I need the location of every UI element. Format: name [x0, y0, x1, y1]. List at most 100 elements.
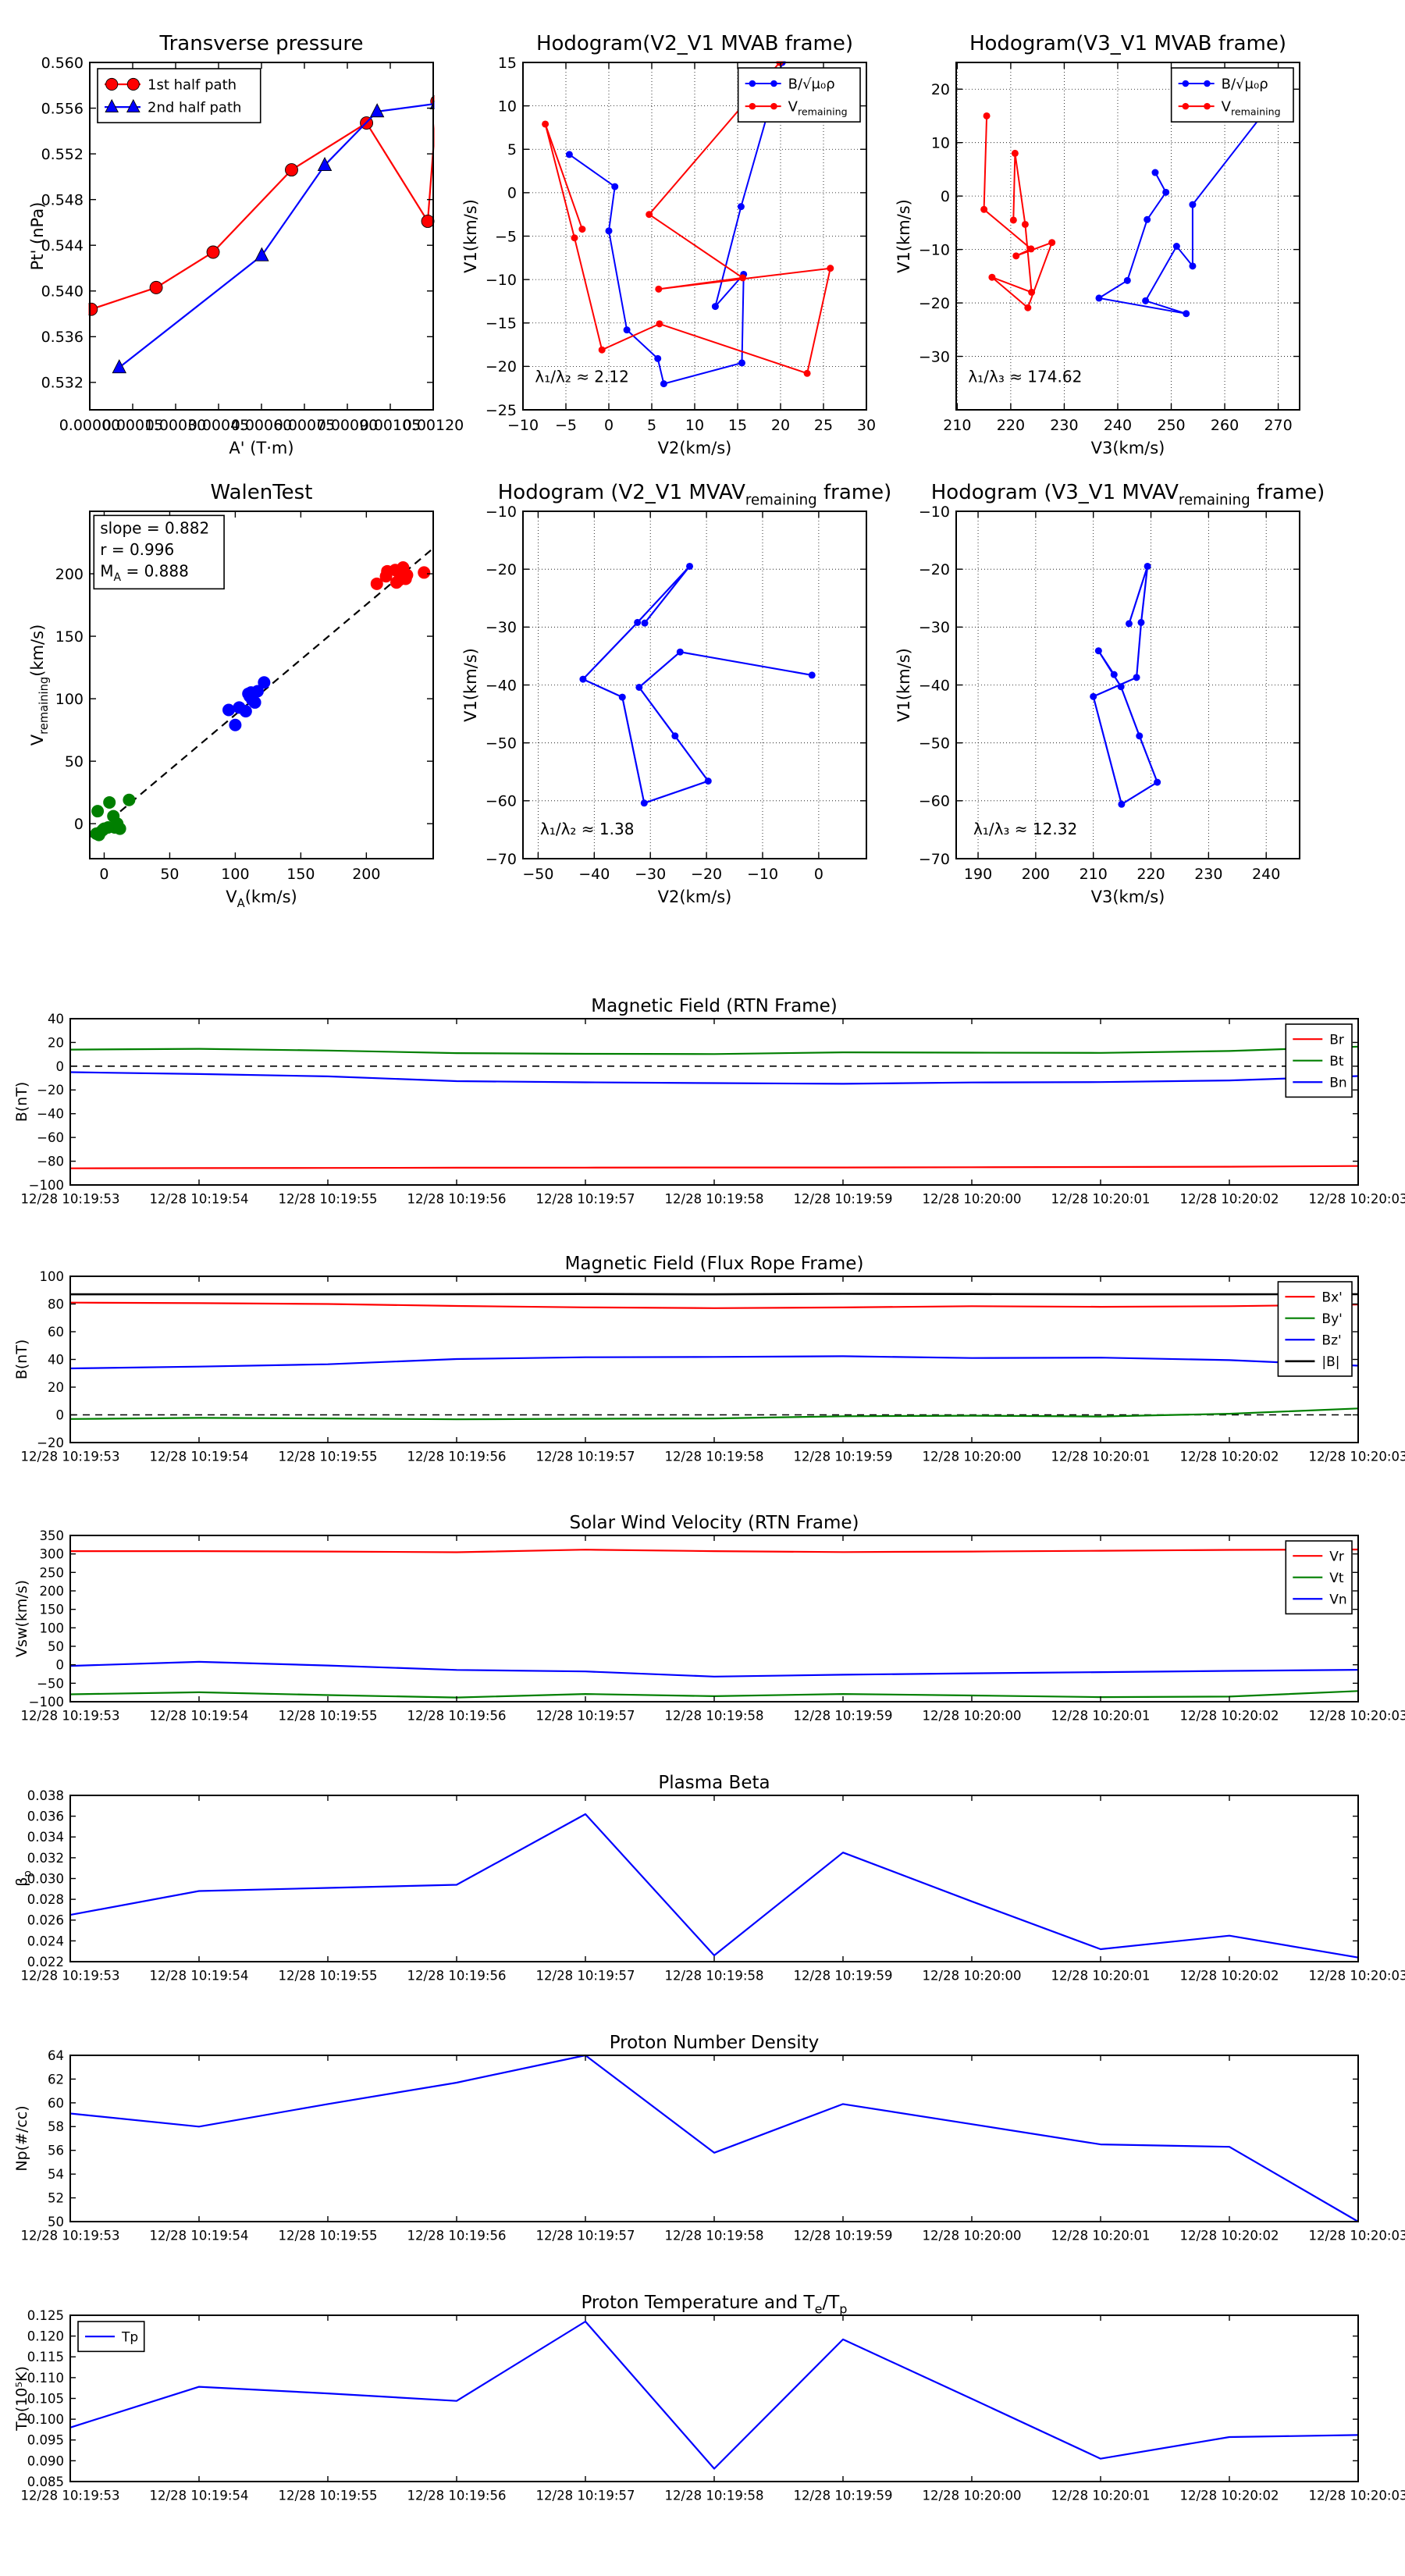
svg-text:0: 0 — [56, 1059, 65, 1074]
svg-text:12/28 10:20:01: 12/28 10:20:01 — [1051, 1968, 1151, 1983]
svg-text:Vt: Vt — [1329, 1571, 1344, 1586]
svg-text:12/28 10:20:03: 12/28 10:20:03 — [1309, 1968, 1405, 1983]
svg-text:−40: −40 — [919, 677, 950, 694]
svg-text:By': By' — [1321, 1311, 1342, 1327]
svg-text:−20: −20 — [486, 358, 517, 375]
svg-text:−50: −50 — [486, 735, 517, 753]
svg-text:−60: −60 — [919, 793, 950, 810]
svg-text:200: 200 — [40, 1584, 65, 1599]
svg-text:12/28 10:19:55: 12/28 10:19:55 — [279, 2488, 378, 2503]
svg-text:64: 64 — [48, 2048, 64, 2063]
svg-text:B/√μ₀ρ: B/√μ₀ρ — [788, 76, 835, 92]
svg-text:12/28 10:20:00: 12/28 10:20:00 — [923, 1449, 1022, 1464]
svg-text:0.00075: 0.00075 — [274, 417, 336, 434]
svg-text:12/28 10:19:54: 12/28 10:19:54 — [150, 1449, 249, 1464]
svg-text:20: 20 — [48, 1035, 64, 1050]
svg-text:210: 210 — [1080, 866, 1108, 883]
svg-text:52: 52 — [48, 2191, 64, 2206]
svg-text:40: 40 — [48, 1012, 64, 1026]
svg-text:12/28 10:20:01: 12/28 10:20:01 — [1051, 1449, 1151, 1464]
svg-text:A' (T·m): A' (T·m) — [229, 439, 293, 457]
svg-text:−30: −30 — [919, 348, 950, 365]
svg-text:−70: −70 — [919, 851, 950, 868]
svg-text:12/28 10:19:54: 12/28 10:19:54 — [150, 1708, 249, 1723]
svg-text:56: 56 — [48, 2144, 64, 2158]
svg-text:60: 60 — [48, 2096, 64, 2111]
svg-text:12/28 10:20:01: 12/28 10:20:01 — [1051, 1708, 1151, 1723]
svg-text:slope = 0.882: slope = 0.882 — [100, 518, 209, 537]
svg-text:30: 30 — [857, 417, 876, 434]
svg-text:12/28 10:19:59: 12/28 10:19:59 — [794, 1449, 893, 1464]
svg-text:0.560: 0.560 — [41, 55, 84, 72]
svg-text:300: 300 — [40, 1547, 65, 1562]
magnetic-field-fluxrope-plot: 12/28 10:19:53 12/28 10:19:54 12/28 10:19:… — [0, 1253, 1405, 1478]
svg-text:80: 80 — [48, 1297, 64, 1311]
svg-text:240: 240 — [1104, 417, 1132, 434]
svg-text:12/28 10:19:55: 12/28 10:19:55 — [279, 1968, 378, 1983]
hodogram-v3v1-mvav-plot: 190 200 210 220 230 240 −70 −60 −50 −40 −30 −20 −10 H… — [890, 468, 1339, 909]
svg-text:0.100: 0.100 — [27, 2412, 64, 2427]
svg-text:Tp(10⁵K): Tp(10⁵K) — [13, 2366, 30, 2432]
svg-text:Vremaining: Vremaining — [788, 99, 848, 118]
svg-text:Hodogram (V2_V1 MVAVremaining: Hodogram (V2_V1 MVAVremaining frame) — [498, 481, 891, 508]
svg-text:Vr: Vr — [1329, 1549, 1344, 1564]
svg-text:25: 25 — [814, 417, 833, 434]
plasma-beta-plot: 12/28 10:19:53 12/28 10:19:54 12/28 10:19:… — [0, 1772, 1405, 1997]
svg-text:V2(km/s): V2(km/s) — [658, 439, 732, 457]
svg-text:12/28 10:20:03: 12/28 10:20:03 — [1309, 1449, 1405, 1464]
svg-text:240: 240 — [1252, 866, 1280, 883]
svg-text:λ₁/λ₂ ≈ 1.38: λ₁/λ₂ ≈ 1.38 — [540, 820, 634, 838]
svg-text:350: 350 — [40, 1528, 65, 1543]
magnetic-field-rtn-plot: 12/28 10:19:53 12/28 10:19:54 12/28 10:19:… — [0, 995, 1405, 1220]
svg-text:0.00090: 0.00090 — [317, 417, 379, 434]
svg-text:−15: −15 — [486, 315, 517, 333]
svg-text:Bt: Bt — [1329, 1054, 1344, 1069]
svg-text:260: 260 — [1211, 417, 1239, 434]
svg-text:0.032: 0.032 — [27, 1851, 64, 1866]
svg-text:Hodogram(V2_V1 MVAB frame): Hodogram(V2_V1 MVAB frame) — [536, 32, 853, 55]
svg-text:12/28 10:19:58: 12/28 10:19:58 — [665, 1191, 764, 1206]
svg-text:0: 0 — [941, 188, 950, 205]
svg-text:λ₁/λ₂ ≈ 2.12: λ₁/λ₂ ≈ 2.12 — [535, 367, 628, 386]
svg-text:−40: −40 — [37, 1107, 64, 1122]
svg-text:150: 150 — [55, 628, 84, 646]
svg-text:−50: −50 — [522, 866, 553, 883]
svg-text:−10: −10 — [919, 503, 950, 521]
svg-text:0.125: 0.125 — [27, 2308, 64, 2323]
svg-text:Vremaining: Vremaining — [1222, 99, 1281, 118]
svg-text:12/28 10:20:03: 12/28 10:20:03 — [1309, 2228, 1405, 2243]
svg-text:20: 20 — [931, 81, 950, 98]
svg-text:12/28 10:19:53: 12/28 10:19:53 — [21, 1708, 120, 1723]
svg-text:220: 220 — [1136, 866, 1165, 883]
svg-text:V1(km/s): V1(km/s) — [461, 648, 480, 722]
svg-text:150: 150 — [286, 866, 315, 883]
svg-text:12/28 10:20:03: 12/28 10:20:03 — [1309, 1191, 1405, 1206]
svg-text:Hodogram (V3_V1 MVAVremaining: Hodogram (V3_V1 MVAVremaining frame) — [931, 481, 1325, 508]
svg-text:10: 10 — [498, 98, 517, 115]
svg-text:Magnetic Field (RTN Frame): Magnetic Field (RTN Frame) — [591, 996, 838, 1016]
svg-text:62: 62 — [48, 2072, 64, 2087]
svg-text:0.115: 0.115 — [27, 2350, 64, 2364]
svg-text:−100: −100 — [29, 1695, 64, 1710]
svg-text:12/28 10:20:03: 12/28 10:20:03 — [1309, 2488, 1405, 2503]
svg-text:0: 0 — [99, 866, 108, 883]
svg-text:−10: −10 — [747, 866, 778, 883]
svg-text:0.544: 0.544 — [41, 237, 84, 254]
svg-text:0.00105: 0.00105 — [360, 417, 422, 434]
svg-text:Plasma Beta: Plasma Beta — [658, 1773, 770, 1793]
svg-text:12/28 10:19:54: 12/28 10:19:54 — [150, 1191, 249, 1206]
svg-text:0.00060: 0.00060 — [231, 417, 293, 434]
svg-text:12/28 10:19:57: 12/28 10:19:57 — [536, 1191, 635, 1206]
solar-wind-velocity-plot: 12/28 10:19:53 12/28 10:19:54 12/28 10:19:… — [0, 1512, 1405, 1737]
svg-text:12/28 10:20:03: 12/28 10:20:03 — [1309, 1708, 1405, 1723]
svg-text:−5: −5 — [555, 417, 577, 434]
svg-text:12/28 10:19:57: 12/28 10:19:57 — [536, 2228, 635, 2243]
svg-text:−10: −10 — [486, 272, 517, 289]
svg-text:0.026: 0.026 — [27, 1913, 64, 1928]
svg-text:100: 100 — [221, 866, 249, 883]
svg-text:−80: −80 — [37, 1155, 64, 1169]
svg-text:12/28 10:20:00: 12/28 10:20:00 — [923, 2228, 1022, 2243]
svg-text:0: 0 — [56, 1407, 65, 1422]
proton-density-plot: 12/28 10:19:53 12/28 10:19:54 12/28 10:19:… — [0, 2032, 1405, 2257]
svg-text:230: 230 — [1194, 866, 1222, 883]
